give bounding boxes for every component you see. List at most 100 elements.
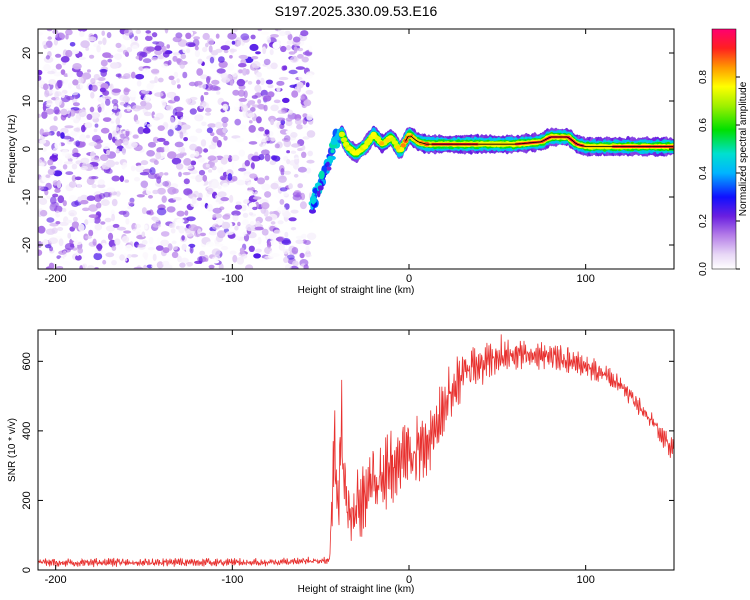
onset-blob [311,196,316,205]
noise-blob [260,77,265,85]
noise-blob [231,210,241,216]
noise-blob [46,217,55,223]
noise-blob [87,265,95,269]
x-tick-label: 100 [576,574,594,586]
noise-blob [252,206,258,211]
noise-blob [270,118,275,126]
onset-blob [316,189,321,198]
y-tick-label: 400 [21,422,33,440]
colorbar-tick-label: 0.0 [698,262,709,276]
noise-blob [196,68,204,76]
noise-blob [152,136,159,144]
noise-blob [242,68,248,76]
noise-blob [156,137,166,142]
noise-blob [106,187,116,193]
noise-blob [221,116,229,123]
noise-blob [301,233,307,239]
noise-blob [217,166,224,174]
noise-blob [136,194,145,198]
noise-blob [77,29,88,32]
noise-blob [65,33,69,40]
noise-blob [227,63,235,71]
x-tick-label: -200 [45,574,67,586]
noise-blob [43,83,49,91]
noise-blob [67,70,74,78]
noise-blob [38,240,42,248]
noise-blob [282,248,289,255]
noise-blob [106,149,111,156]
noise-blob [101,30,105,36]
noise-blob [185,229,195,237]
noise-blob [217,217,223,226]
noise-blob [167,59,172,66]
noise-blob [301,151,307,158]
noise-blob [298,74,308,82]
noise-blob [211,79,220,85]
noise-blob [183,188,193,196]
noise-blob [181,124,191,130]
noise-blob [206,127,213,134]
noise-blob [62,120,69,124]
noise-blob [238,97,247,102]
noise-blob [47,36,52,40]
noise-blob [145,35,153,41]
noise-blob [111,175,121,182]
noise-blob [292,260,299,267]
noise-blob [156,207,167,216]
noise-blob [164,172,169,176]
noise-blob [194,80,203,86]
noise-blob [223,135,228,141]
noise-blob [109,83,114,91]
noise-blob [73,240,83,246]
noise-blob [38,225,46,234]
noise-blob [132,228,142,232]
noise-blob [234,225,239,231]
noise-blob [96,202,102,209]
noise-blob [56,81,63,88]
noise-blob [90,91,95,99]
noise-blob [67,232,72,239]
noise-blob [265,216,273,222]
noise-blob [283,170,291,175]
noise-blob [297,183,304,189]
y-tick-label: 0 [21,146,33,152]
noise-blob [146,150,156,157]
noise-blob [263,58,271,66]
noise-blob [167,151,177,159]
noise-blob [229,55,233,59]
noise-blob [38,113,42,118]
noise-blob [107,58,113,63]
noise-blob [56,131,61,137]
noise-blob [155,151,162,160]
noise-blob [242,212,249,218]
noise-blob [251,56,259,60]
noise-blob [205,42,209,48]
noise-blob [261,228,269,236]
noise-blob [76,70,84,78]
noise-blob [123,29,134,36]
noise-blob [148,195,153,199]
noise-blob [162,247,170,254]
noise-blob [126,105,131,112]
noise-blob [146,210,152,215]
noise-blob [180,257,189,264]
signal-spot [400,143,406,148]
noise-blob [86,134,90,139]
noise-blob [239,247,245,254]
noise-blob [196,197,202,201]
noise-blob [114,135,120,140]
noise-blob [157,125,165,131]
noise-blob [297,166,307,173]
noise-blob [201,121,207,127]
noise-blob [166,206,176,213]
noise-blob [128,141,138,149]
noise-blob [71,221,79,229]
noise-blob [305,245,310,253]
noise-blob [98,40,103,45]
noise-blob [79,81,85,90]
noise-blob [60,132,65,139]
noise-blob [39,139,47,144]
noise-blob [269,233,278,241]
noise-blob [272,41,281,50]
